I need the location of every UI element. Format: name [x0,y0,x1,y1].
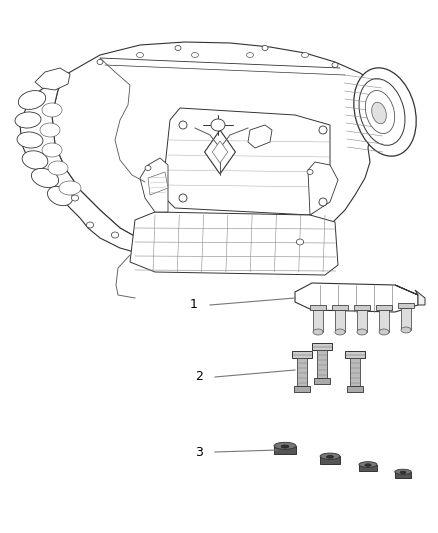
Polygon shape [292,351,312,358]
Polygon shape [308,162,338,215]
Ellipse shape [48,161,68,175]
Polygon shape [140,158,168,212]
Ellipse shape [359,79,405,146]
Polygon shape [357,310,367,332]
Polygon shape [20,75,165,258]
Ellipse shape [211,119,225,131]
Polygon shape [347,386,363,392]
Polygon shape [314,378,330,384]
Ellipse shape [357,329,367,335]
Polygon shape [294,386,310,392]
Ellipse shape [145,166,151,171]
Polygon shape [332,305,348,310]
Polygon shape [320,456,340,464]
Polygon shape [335,310,345,332]
Ellipse shape [395,469,411,474]
Ellipse shape [262,45,268,51]
Ellipse shape [372,102,386,124]
Ellipse shape [247,52,254,58]
Polygon shape [398,303,414,308]
Ellipse shape [307,169,313,174]
Ellipse shape [365,464,371,466]
Ellipse shape [281,445,289,448]
Ellipse shape [379,329,389,335]
Ellipse shape [32,168,59,188]
Text: 3: 3 [195,446,203,458]
Ellipse shape [313,329,323,335]
Ellipse shape [47,187,73,206]
Polygon shape [162,108,330,215]
Ellipse shape [18,91,46,109]
Ellipse shape [191,52,198,58]
Ellipse shape [86,222,94,228]
Polygon shape [52,42,393,260]
Ellipse shape [297,239,304,245]
Ellipse shape [274,442,296,449]
Ellipse shape [332,62,338,68]
Polygon shape [313,310,323,332]
Ellipse shape [365,91,395,134]
Ellipse shape [59,181,81,195]
Ellipse shape [15,112,41,128]
Polygon shape [395,285,425,305]
Polygon shape [354,305,370,310]
Ellipse shape [327,456,333,458]
Polygon shape [205,130,235,174]
Text: 1: 1 [190,298,198,311]
Ellipse shape [40,123,60,137]
Polygon shape [317,350,327,378]
Ellipse shape [400,471,406,473]
Ellipse shape [22,151,48,169]
Ellipse shape [319,126,327,134]
Ellipse shape [320,453,340,459]
Polygon shape [295,283,418,312]
Polygon shape [359,465,377,472]
Text: 2: 2 [195,370,203,384]
Ellipse shape [111,232,119,238]
Polygon shape [212,141,228,163]
Polygon shape [148,172,168,195]
Polygon shape [401,308,411,330]
Ellipse shape [17,132,43,148]
Polygon shape [130,212,338,275]
Ellipse shape [301,52,308,58]
Polygon shape [350,358,360,386]
Polygon shape [395,472,411,478]
Polygon shape [376,305,392,310]
Polygon shape [248,125,272,148]
Ellipse shape [42,143,62,157]
Ellipse shape [179,121,187,129]
Polygon shape [379,310,389,332]
Polygon shape [35,68,70,90]
Ellipse shape [42,103,62,117]
Ellipse shape [137,52,144,58]
Ellipse shape [97,60,103,64]
Ellipse shape [401,327,411,333]
Ellipse shape [335,329,345,335]
Ellipse shape [71,195,78,201]
Polygon shape [274,446,296,454]
Ellipse shape [354,68,416,156]
Ellipse shape [175,45,181,51]
Ellipse shape [319,198,327,206]
Polygon shape [312,343,332,350]
Polygon shape [345,351,365,358]
Ellipse shape [359,462,377,467]
Polygon shape [310,305,326,310]
Polygon shape [297,358,307,386]
Ellipse shape [179,194,187,202]
